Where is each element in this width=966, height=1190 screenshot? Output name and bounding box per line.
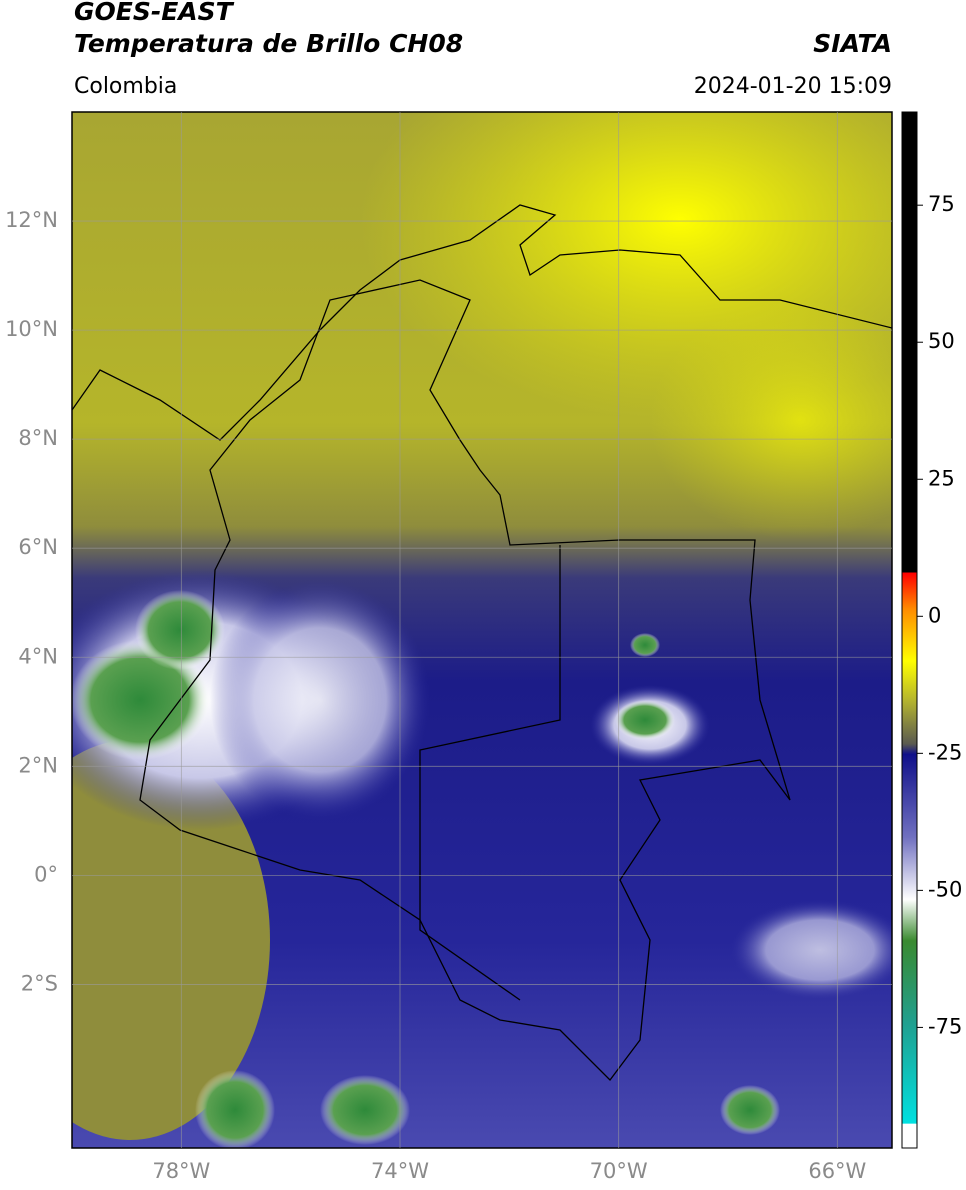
region: Colombia	[74, 74, 177, 99]
map-image	[72, 112, 892, 1148]
colorbar-tick-label: 50	[928, 329, 955, 353]
x-tick-label: 78°W	[152, 1159, 210, 1183]
y-tick-label: 4°N	[18, 644, 58, 668]
y-tick-label: 2°N	[18, 753, 58, 777]
y-tick-label: 2°S	[21, 971, 58, 995]
y-tick-label: 12°N	[5, 208, 58, 232]
x-tick-label: 74°W	[371, 1159, 429, 1183]
x-tick-label: 70°W	[590, 1159, 648, 1183]
x-tick-label: 66°W	[808, 1159, 866, 1183]
title: GOES-EAST	[74, 0, 235, 26]
colorbar-tick-label: 75	[928, 192, 955, 216]
colorbar-tick-label: 0	[928, 603, 941, 627]
colorbar-tick-label: -75	[928, 1014, 962, 1038]
datetime: 2024-01-20 15:09	[694, 74, 892, 99]
source: SIATA	[813, 29, 892, 58]
y-tick-label: 8°N	[18, 426, 58, 450]
y-tick-label: 10°N	[5, 317, 58, 341]
map-frame	[71, 111, 893, 1149]
y-tick-label: 0°	[34, 862, 58, 886]
colorbar	[901, 111, 918, 1149]
colorbar-tick-label: -50	[928, 877, 962, 901]
colorbar-tick-label: -25	[928, 740, 962, 764]
subtitle: Temperatura de Brillo CH08	[74, 29, 463, 58]
y-tick-label: 6°N	[18, 535, 58, 559]
colorbar-tick-label: 25	[928, 466, 955, 490]
